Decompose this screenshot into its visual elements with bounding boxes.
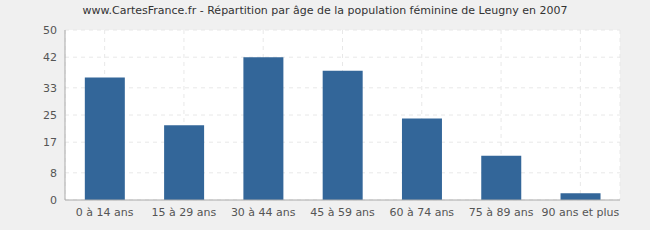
svg-text:60 à 74 ans: 60 à 74 ans	[389, 206, 454, 219]
svg-text:8: 8	[50, 167, 57, 180]
svg-text:90 ans et plus: 90 ans et plus	[541, 206, 619, 219]
svg-text:15 à 29 ans: 15 à 29 ans	[152, 206, 217, 219]
svg-text:33: 33	[43, 82, 57, 95]
svg-text:0: 0	[50, 194, 57, 207]
svg-text:42: 42	[43, 51, 57, 64]
svg-text:30 à 44 ans: 30 à 44 ans	[231, 206, 296, 219]
svg-text:50: 50	[43, 24, 57, 37]
svg-text:75 à 89 ans: 75 à 89 ans	[469, 206, 534, 219]
svg-text:17: 17	[43, 136, 57, 149]
svg-text:0 à 14 ans: 0 à 14 ans	[76, 206, 134, 219]
html-text:www.CartesFrance.fr - Répartit: www.CartesFrance.fr - Répartition par âg…	[82, 4, 568, 17]
svg-text:25: 25	[43, 109, 57, 122]
svg-text:45 à 59 ans: 45 à 59 ans	[310, 206, 375, 219]
